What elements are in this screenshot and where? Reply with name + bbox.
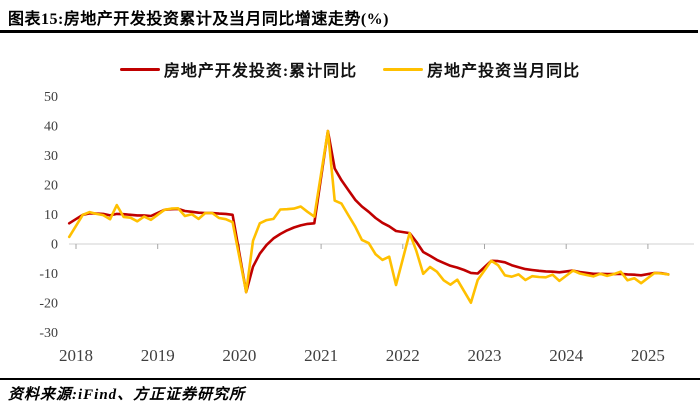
chart-legend: 房地产开发投资:累计同比 房地产投资当月同比 bbox=[0, 57, 700, 81]
figure-title: 图表15:房地产开发投资累计及当月同比增速走势(%) bbox=[8, 11, 389, 28]
x-axis-label: 2023 bbox=[468, 346, 502, 365]
legend-swatch-cumulative-line bbox=[119, 67, 160, 71]
legend-item-monthly: 房地产投资当月同比 bbox=[383, 57, 580, 81]
legend-swatch-monthly-line bbox=[383, 67, 424, 71]
x-axis-label: 2021 bbox=[304, 346, 338, 365]
legend-label-monthly: 房地产投资当月同比 bbox=[427, 63, 581, 80]
legend-item-cumulative: 房地产开发投资:累计同比 bbox=[119, 57, 358, 81]
y-axis-label: 30 bbox=[44, 149, 58, 164]
x-axis-label: 2020 bbox=[222, 346, 256, 365]
y-axis-label: -30 bbox=[39, 326, 58, 341]
y-axis-label: 40 bbox=[44, 120, 58, 135]
y-axis-label: 50 bbox=[44, 90, 58, 105]
series-line-1 bbox=[67, 129, 670, 305]
x-axis-label: 2025 bbox=[631, 346, 665, 365]
y-axis-label: 10 bbox=[44, 208, 58, 223]
legend-label-cumulative: 房地产开发投资:累计同比 bbox=[163, 63, 358, 80]
x-axis-label: 2018 bbox=[59, 346, 93, 365]
x-axis-label: 2024 bbox=[549, 346, 584, 365]
y-axis-label: 0 bbox=[51, 238, 58, 253]
y-axis-label: -10 bbox=[39, 267, 58, 282]
series-line-0 bbox=[67, 129, 670, 294]
source-note: 资料来源:iFind、方正证券研究所 bbox=[8, 387, 246, 403]
source-divider bbox=[0, 378, 700, 380]
y-axis-label: 20 bbox=[44, 179, 58, 194]
x-axis-label: 2022 bbox=[386, 346, 420, 365]
y-axis-label: -20 bbox=[39, 297, 58, 312]
x-axis-label: 2019 bbox=[141, 346, 175, 365]
title-divider bbox=[0, 30, 698, 33]
